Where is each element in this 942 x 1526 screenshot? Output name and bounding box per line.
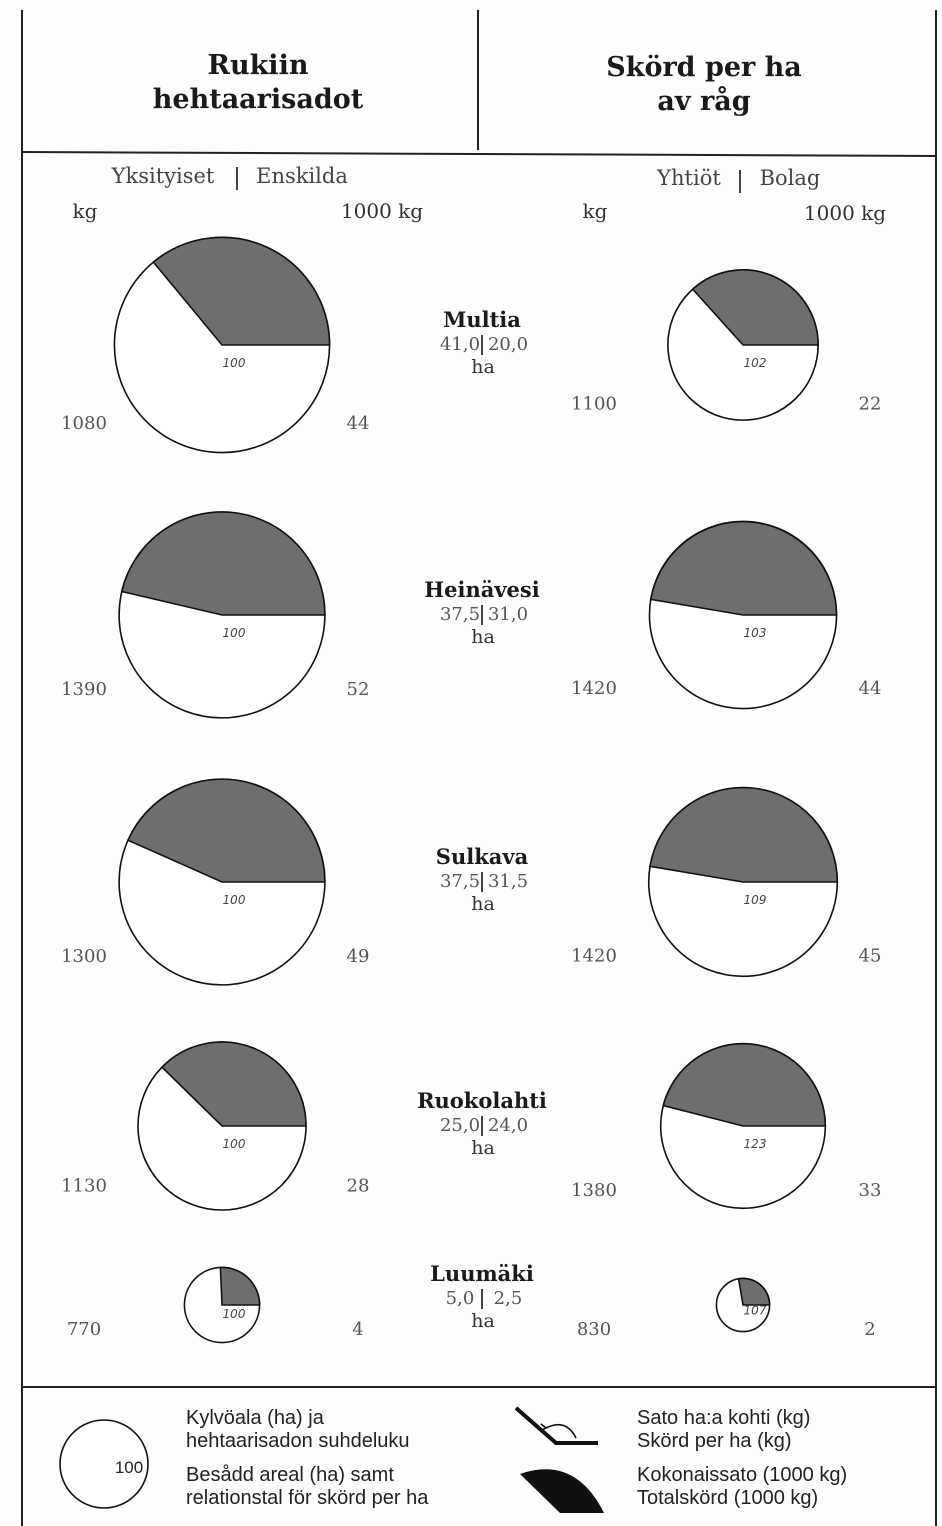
town-area-unit-1: ha [471,626,495,648]
private-pie-1-sector [120,511,326,616]
legend-angle-symbol [514,1406,598,1445]
legend-circle-symbol [59,1419,149,1509]
legend-sector-symbol [520,1469,604,1513]
private-pie-4-sector [219,1266,261,1306]
town-area-private-3: 25,0 [440,1115,480,1136]
town-name-0: Multia [443,307,521,332]
private-yield-3: 1130 [61,1176,107,1197]
company-pie-2-index: 109 [744,893,767,907]
town-area-company-2: 31,5 [488,871,528,892]
legend-circle-sv-1: Besådd areal (ha) samt [186,1464,394,1486]
private-yield-4: 770 [67,1319,101,1340]
town-name-1: Heinävesi [424,577,539,602]
private-sv-label: Enskilda [256,164,348,188]
private-yield-0: 1080 [61,413,107,434]
company-pie-1-sector [649,520,838,616]
town-area-company-1: 31,0 [488,604,528,625]
company-total-2: 45 [859,946,882,967]
legend: 100 Kylvöala (ha) ja hehtaarisadon suhde… [59,1406,847,1513]
company-total-1: 44 [859,678,882,699]
private-pie-3-sector [160,1041,307,1127]
town-area-private-2: 37,5 [440,871,480,892]
private-pie-0-sector [152,236,331,346]
town-area-unit-4: ha [471,1310,495,1332]
left-title-line-1: Rukiin [208,50,309,81]
private-pie-2-index: 100 [223,893,246,907]
private-pie-2-sector [126,778,326,883]
company-total-0: 22 [859,394,882,415]
town-area-unit-3: ha [471,1137,495,1159]
company-yield-2: 1420 [571,946,617,967]
town-area-private-1: 37,5 [440,604,480,625]
legend-angle-sv: Skörd per ha (kg) [637,1430,792,1452]
company-pie-0-index: 102 [744,356,767,370]
company-yield-0: 1100 [571,394,617,415]
private-total-2: 49 [347,946,370,967]
company-pie-4-sector [737,1277,771,1306]
private-unit-kg: kg [73,199,98,223]
town-name-2: Sulkava [436,844,529,869]
private-yield-2: 1300 [61,946,107,967]
left-title-line-2: hehtaarisadot [153,84,364,115]
legend-angle-fi: Sato ha:a kohti (kg) [637,1407,810,1429]
company-total-3: 33 [859,1180,882,1201]
company-pie-3-index: 123 [744,1137,767,1151]
company-pie-0-sector [691,269,819,346]
private-pie-4-index: 100 [223,1307,246,1321]
private-pie-0-index: 100 [223,356,246,370]
company-sv-label: Bolag [760,166,821,190]
private-pie-3-index: 100 [223,1137,246,1151]
town-name-4: Luumäki [430,1261,534,1286]
legend-circle-fi-1: Kylvöala (ha) ja [186,1407,325,1429]
company-unit-1000kg: 1000 kg [804,201,886,225]
private-total-1: 52 [347,679,370,700]
frame [21,10,937,1526]
legend-circle-index: 100 [115,1458,143,1477]
private-total-3: 28 [347,1176,370,1197]
legend-sector-fi: Kokonaissato (1000 kg) [637,1464,847,1486]
company-fi-label: Yhtiöt [656,166,721,190]
town-area-private-4: 5,0 [446,1288,475,1309]
private-pie-1-index: 100 [223,626,246,640]
town-area-private-0: 41,0 [440,334,480,355]
town-area-unit-2: ha [471,893,495,915]
town-area-company-0: 20,0 [488,334,528,355]
town-area-unit-0: ha [471,356,495,378]
company-yield-3: 1380 [571,1180,617,1201]
private-yield-1: 1390 [61,679,107,700]
company-pie-2-sector [649,786,839,883]
company-pie-1-index: 103 [744,626,767,640]
company-yield-1: 1420 [571,678,617,699]
company-total-4: 2 [864,1319,875,1340]
right-title-line-2: av råg [657,84,750,117]
private-total-4: 4 [352,1319,363,1340]
right-title-line-1: Skörd per ha [606,52,802,83]
company-yield-4: 830 [577,1319,611,1340]
town-area-company-4: 2,5 [494,1288,523,1309]
legend-circle-sv-2: relationstal för skörd per ha [186,1487,429,1509]
town-name-3: Ruokolahti [417,1088,547,1113]
company-unit-kg: kg [583,199,608,223]
company-pie-3-sector [662,1042,827,1127]
legend-circle-fi-2: hehtaarisadon suhdeluku [186,1430,410,1452]
private-total-0: 44 [347,413,370,434]
company-pie-4-index: 107 [744,1303,767,1317]
legend-sector-sv: Totalskörd (1000 kg) [637,1487,818,1509]
town-area-company-3: 24,0 [488,1115,528,1136]
private-unit-1000kg: 1000 kg [341,199,423,223]
private-fi-label: Yksityiset [111,164,215,188]
